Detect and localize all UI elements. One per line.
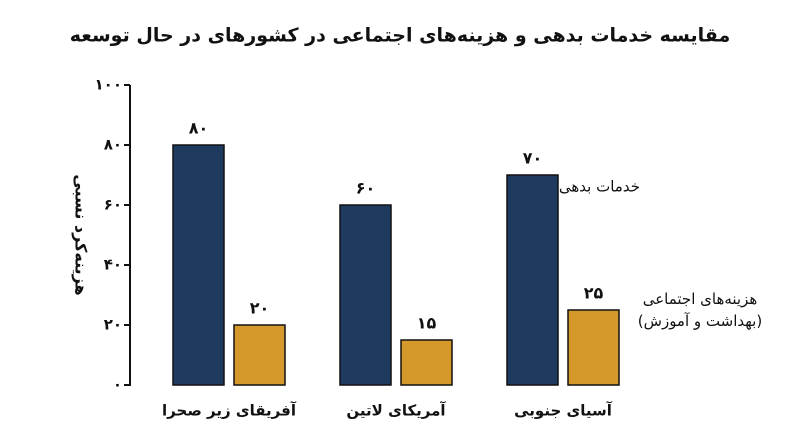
bar	[567, 309, 620, 386]
value-label: ۲۵	[584, 284, 604, 303]
bar	[339, 204, 392, 386]
chart-title: مقایسه خدمات بدهی و هزینه‌های اجتماعی در…	[70, 25, 730, 47]
bar	[172, 144, 225, 386]
y-tick-label: ۴۰	[104, 256, 122, 274]
value-label: ۶۰	[356, 179, 376, 198]
value-label: ۱۵	[417, 314, 437, 333]
x-tick-label: آفریقای زیر صحرا	[162, 402, 297, 420]
x-tick-label: آمریکای لاتین	[346, 402, 446, 420]
value-label: ۷۰	[523, 149, 543, 168]
bar	[506, 174, 559, 386]
legend-label: هزینه‌های اجتماعی (بهداشت و آموزش)	[637, 290, 763, 330]
bar	[233, 324, 286, 386]
y-tick-label: ۰	[113, 376, 122, 394]
y-tick-label: ۱۰۰	[95, 76, 122, 94]
value-label: ۲۰	[250, 299, 270, 318]
y-tick-label: ۲۰	[104, 316, 122, 334]
x-tick-label: آسیای جنوبی	[514, 402, 613, 420]
value-label: ۸۰	[189, 119, 209, 138]
y-tick-label: ۸۰	[104, 136, 122, 154]
legend-label: خدمات بدهی	[559, 178, 640, 196]
y-tick-label: ۶۰	[104, 196, 122, 214]
y-axis-label: هزینه‌کرد نسبی	[72, 174, 91, 295]
bar	[400, 339, 453, 386]
